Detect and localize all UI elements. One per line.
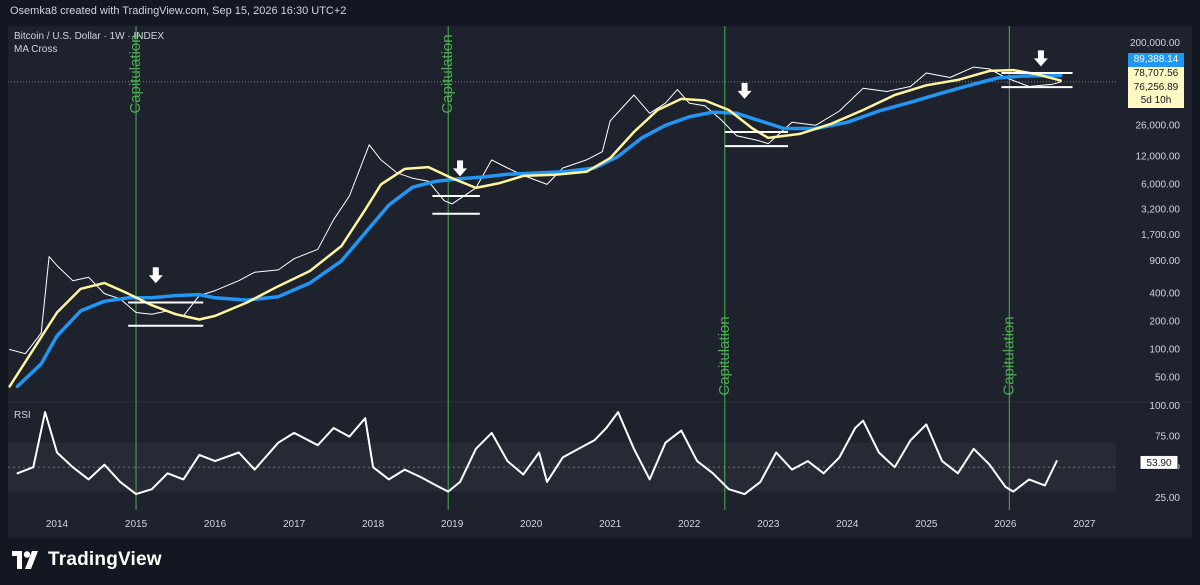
rsi-axis-label: 75.00 [1155, 432, 1180, 443]
chart-credit: Osemka8 created with TradingView.com, Se… [10, 5, 347, 17]
down-arrow-icon [1033, 50, 1048, 67]
chart-legend[interactable]: Bitcoin / U.S. Dollar · 1W · INDEX MA Cr… [14, 30, 164, 56]
price-axis-label: 1,700.00 [1141, 230, 1180, 241]
price-axis-label: 900.00 [1149, 256, 1180, 267]
chart-frame: Capitulation Capitulation Capitulation Capi… [8, 26, 1192, 538]
price-axis-label: 200,000.00 [1130, 38, 1180, 49]
time-axis-label: 2023 [757, 519, 780, 530]
symbol-title[interactable]: Bitcoin / U.S. Dollar · 1W · INDEX [14, 31, 165, 42]
chart-svg[interactable]: Capitulation Capitulation Capitulation Capi… [8, 26, 1192, 538]
down-arrow-icon [737, 82, 752, 99]
time-axis-label: 2017 [283, 519, 306, 530]
time-axis-label: 2025 [915, 519, 938, 530]
time-axis-label: 2027 [1073, 519, 1096, 530]
price-axis-label: 3,200.00 [1141, 205, 1180, 216]
price-axis-label: 50.00 [1155, 372, 1180, 383]
ma-slow-line[interactable] [15, 73, 1063, 389]
time-axis-label: 2019 [441, 519, 464, 530]
rsi-value-tag [1139, 454, 1179, 470]
rsi-axis-label: 25.00 [1155, 493, 1180, 504]
down-arrow-icon [148, 267, 163, 284]
time-axis-label: 2021 [599, 519, 622, 530]
price-tag: 78,707.56 [1128, 67, 1184, 81]
time-axis-label: 2026 [994, 519, 1017, 530]
time-axis-label: 2024 [836, 519, 859, 530]
indicator-name[interactable]: MA Cross [14, 44, 58, 55]
time-axis-label: 2018 [362, 519, 385, 530]
price-tag: 76,256.89 [1128, 81, 1184, 95]
price-axis-label: 26,000.00 [1136, 120, 1181, 131]
price-series[interactable] [9, 66, 1062, 355]
time-axis-label: 2020 [520, 519, 543, 530]
capitulation-label: Capitulation [127, 34, 144, 113]
capitulation-label: Capitulation [716, 316, 733, 395]
time-axis-label: 2015 [125, 519, 148, 530]
down-arrow-icon [453, 160, 468, 177]
rsi-line[interactable] [16, 411, 1058, 496]
price-tag: 5d 10h [1128, 94, 1184, 108]
price-tag: 89,388.14 [1128, 53, 1184, 67]
rsi-band [8, 442, 1116, 492]
capitulation-label: Capitulation [1000, 316, 1017, 395]
price-axis-label: 6,000.00 [1141, 179, 1180, 190]
capitulation-label: Capitulation [439, 34, 456, 113]
rsi-axis-label: 100.00 [1149, 401, 1180, 412]
tradingview-brand: TradingView [48, 549, 162, 570]
time-axis-label: 2016 [204, 519, 227, 530]
price-axis-label: 12,000.00 [1136, 151, 1181, 162]
tradingview-logo-icon [12, 551, 38, 569]
rsi-pane-label: RSI [14, 410, 31, 421]
price-axis-label: 100.00 [1149, 344, 1180, 355]
time-axis-label: 2014 [46, 519, 69, 530]
time-axis-label: 2022 [678, 519, 701, 530]
ma-fast-line[interactable] [8, 68, 1062, 388]
price-axis-label: 200.00 [1149, 317, 1180, 328]
rsi-value-text: 53.90 [1146, 458, 1171, 469]
price-axis-label: 400.00 [1149, 289, 1180, 300]
tradingview-logo[interactable]: TradingView [12, 547, 162, 573]
